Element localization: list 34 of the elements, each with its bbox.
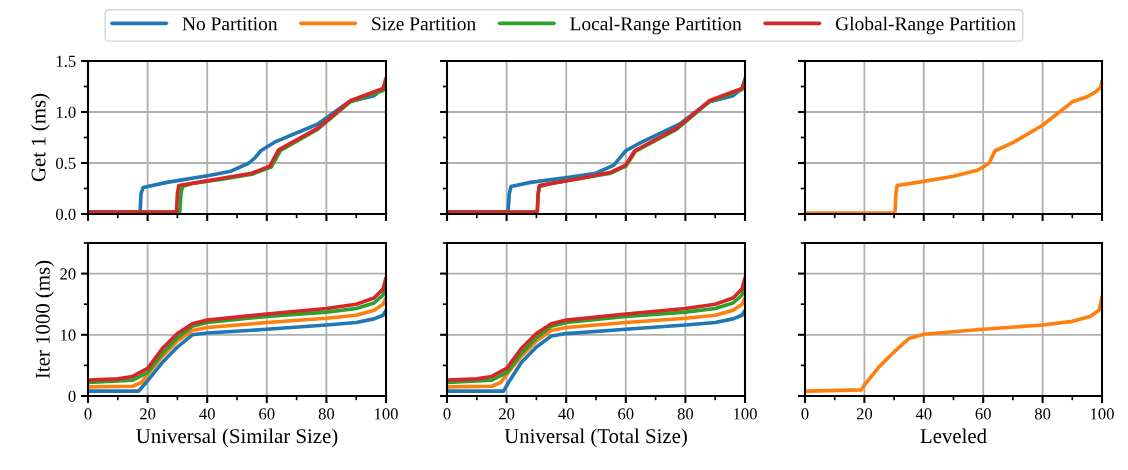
x-axis-title: Universal (Similar Size) xyxy=(136,428,338,448)
x-tick-label: 60 xyxy=(975,408,991,420)
y-tick-label: 20 xyxy=(60,268,76,280)
x-tick-label: 40 xyxy=(199,408,215,420)
y-tick-label: 0.0 xyxy=(56,208,76,221)
y-tick-label: 0.5 xyxy=(56,157,76,170)
y-tick-label: 1.0 xyxy=(56,106,76,119)
x-axis-title: Universal (Total Size) xyxy=(504,428,687,448)
x-tick-label: 80 xyxy=(677,408,694,420)
x-tick-label: 20 xyxy=(499,408,515,420)
x-tick-label: 0 xyxy=(801,408,809,420)
y-axis-title: Get 1 (ms) xyxy=(30,93,50,182)
y-axis-title: Iter 1000 (ms) xyxy=(35,260,54,379)
x-tick-label: 60 xyxy=(618,408,634,420)
y-tick-label: 10 xyxy=(60,329,76,341)
x-tick-label: 40 xyxy=(558,408,574,420)
x-tick-label: 100 xyxy=(1090,408,1114,420)
y-tick-label: 0 xyxy=(68,390,76,402)
legend-label: Size Partition xyxy=(372,17,476,31)
x-tick-label: 40 xyxy=(915,408,932,420)
x-tick-label: 0 xyxy=(84,408,92,420)
x-tick-label: 0 xyxy=(443,408,451,420)
x-tick-label: 20 xyxy=(140,408,156,420)
x-tick-label: 100 xyxy=(374,408,398,420)
x-axis-title: Leveled xyxy=(920,428,987,444)
x-tick-label: 80 xyxy=(318,408,335,420)
legend-label: Local-Range Partition xyxy=(570,16,742,35)
y-tick-label: 1.5 xyxy=(56,55,76,68)
x-tick-label: 20 xyxy=(856,408,873,420)
x-tick-label: 80 xyxy=(1034,408,1051,420)
legend-label: Global-Range Partition xyxy=(835,16,1016,35)
x-tick-label: 100 xyxy=(733,408,757,420)
legend-label: No Partition xyxy=(182,17,278,31)
x-tick-label: 60 xyxy=(259,408,275,420)
